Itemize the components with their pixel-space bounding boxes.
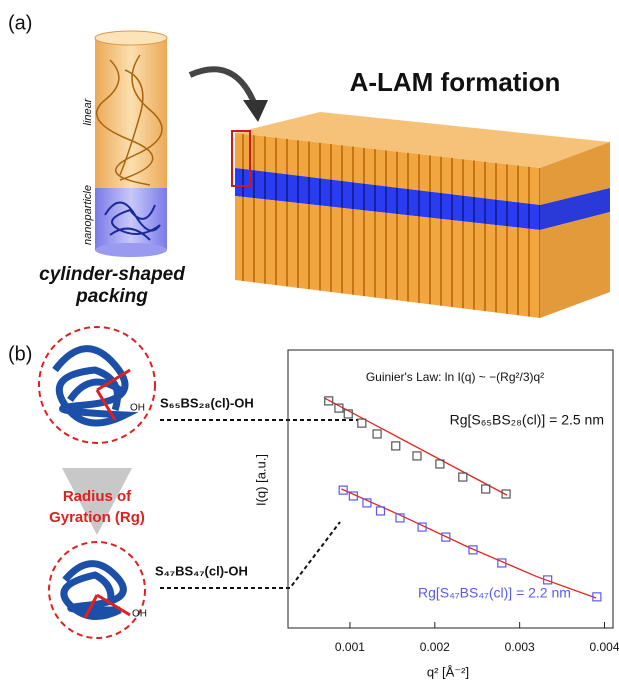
- molecule-1: [39, 327, 155, 443]
- x-tick-label: 0.002: [420, 640, 450, 654]
- chart-title: Guinier's Law: ln I(q) ~ −(Rg²/3)q²: [366, 370, 544, 384]
- y-axis-label: I(q) [a.u.]: [253, 454, 268, 506]
- cylinder: [95, 31, 167, 257]
- lamellar-slab: [232, 112, 610, 318]
- arrow: [190, 69, 255, 105]
- panel-label: (b): [8, 343, 32, 365]
- molecule-2: [49, 542, 145, 638]
- x-tick-label: 0.003: [505, 640, 535, 654]
- fit-line: [341, 489, 596, 598]
- x-tick-label: 0.004: [589, 640, 619, 654]
- annotation: Rg[S₆₅BS₂₈(cl)] = 2.5 nm: [450, 412, 604, 428]
- oh-label: OH: [130, 403, 145, 414]
- point: [358, 419, 366, 427]
- oh-label: OH: [132, 609, 147, 620]
- x-tick-label: 0.001: [335, 640, 365, 654]
- molecule-label: S₆₅BS₂₈(cl)-OH: [160, 395, 254, 410]
- point: [373, 430, 381, 438]
- annotation: Rg[S₄₇BS₄₇(cl)] = 2.2 nm: [418, 585, 571, 601]
- point: [392, 442, 400, 450]
- figure: (a) linear nanoparticle cylinder-shaped …: [0, 0, 619, 687]
- molecule-label: S₄₇BS₄₇(cl)-OH: [155, 563, 248, 578]
- arrow-head: [243, 100, 268, 122]
- segment-label: linear: [82, 97, 94, 125]
- panel-label: (a): [8, 12, 32, 34]
- panel-title: A-LAM formation: [350, 67, 561, 97]
- caption: cylinder-shaped: [39, 264, 185, 285]
- point: [459, 473, 467, 481]
- segment-label: nanoparticle: [82, 185, 94, 245]
- point: [482, 485, 490, 493]
- arrow-label: Radius of: [63, 488, 132, 505]
- x-axis-label: q² [Å⁻²]: [427, 664, 469, 679]
- arrow-label: Gyration (Rg): [49, 509, 145, 526]
- point: [413, 452, 421, 460]
- caption: packing: [75, 286, 148, 307]
